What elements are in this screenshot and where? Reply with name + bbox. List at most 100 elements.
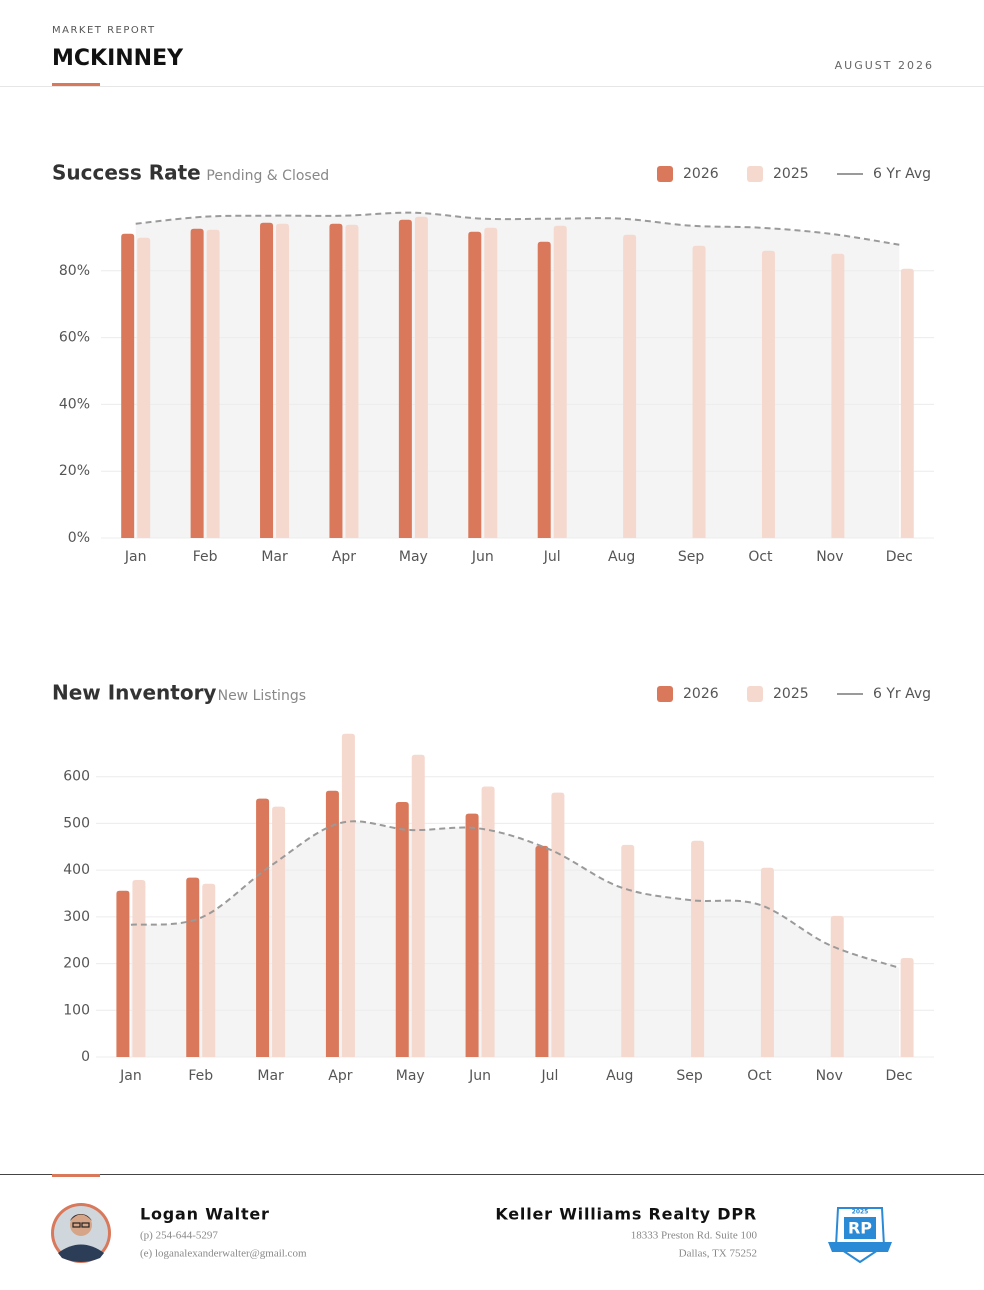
x-tick-label: Nov (816, 549, 843, 565)
bar (414, 216, 428, 538)
bar (190, 228, 204, 538)
x-tick-label: Dec (886, 549, 913, 565)
x-tick-label: Dec (886, 1068, 913, 1084)
legend-swatch (657, 166, 673, 182)
agent-email: (e) loganalexanderwalter@gmail.com (140, 1248, 307, 1260)
bar (553, 225, 567, 538)
bar (691, 840, 705, 1057)
bar (341, 733, 355, 1057)
city-title: MCKINNEY (52, 46, 184, 71)
badge-mark: RP (848, 1219, 872, 1238)
kicker: MARKET REPORT (52, 25, 156, 36)
legend-label: 2025 (773, 166, 809, 182)
bar (551, 792, 565, 1057)
x-tick-label: Jan (124, 549, 147, 565)
y-tick-label: 0% (68, 530, 90, 546)
bar (537, 241, 551, 538)
x-tick-label: Jun (468, 1068, 491, 1084)
brokerage: Keller Williams Realty DPR (495, 1205, 757, 1224)
y-tick-label: 300 (63, 909, 90, 925)
y-tick-label: 400 (63, 862, 90, 878)
bar (202, 883, 216, 1057)
address-line: 18333 Preston Rd. Suite 100 (631, 1230, 758, 1242)
x-tick-label: Feb (188, 1068, 213, 1084)
bar (260, 222, 274, 539)
x-tick-label: Apr (332, 549, 356, 565)
legend-label: 6 Yr Avg (873, 686, 931, 702)
avg-area (135, 212, 900, 538)
bar (535, 845, 549, 1057)
x-tick-label: Sep (678, 549, 705, 565)
bar (186, 877, 200, 1057)
bar (206, 229, 220, 538)
x-tick-label: Apr (328, 1068, 352, 1084)
header-rule (0, 86, 984, 87)
charts: Success Rate Pending & Closed 2026 2025 6 Yr… (52, 161, 934, 1084)
y-tick-label: 600 (63, 769, 90, 785)
x-tick-label: Jul (540, 1068, 558, 1084)
x-tick-label: Jul (543, 549, 561, 565)
x-tick-label: Aug (608, 549, 635, 565)
legend-swatch (747, 166, 763, 182)
x-tick-label: Aug (606, 1068, 633, 1084)
bar (137, 237, 151, 538)
x-tick-label: Oct (747, 1068, 772, 1084)
x-tick-label: Feb (193, 549, 218, 565)
bar (900, 268, 914, 538)
y-tick-label: 20% (59, 463, 90, 479)
chart: New Inventory New Listings 2026 2025 6 Yr Av… (52, 681, 934, 1084)
bar (116, 890, 130, 1057)
y-tick-label: 500 (63, 815, 90, 831)
bar (692, 245, 706, 538)
bar (395, 801, 409, 1057)
footer-rule (0, 1174, 984, 1175)
report-date: AUGUST 2026 (835, 59, 934, 72)
bar (761, 250, 775, 538)
bar (132, 879, 146, 1057)
x-tick-label: Mar (261, 549, 288, 565)
bar (468, 231, 482, 539)
chart-subtitle: Pending & Closed (206, 168, 329, 184)
y-tick-label: 0 (81, 1049, 90, 1065)
avg-line (130, 820, 900, 969)
bar (465, 813, 479, 1057)
bar (830, 915, 844, 1057)
bar (760, 867, 774, 1057)
badge-year: 2025 (852, 1209, 869, 1216)
legend-label: 2025 (773, 686, 809, 702)
avg-line (135, 211, 900, 246)
bar (329, 223, 343, 538)
bar (272, 806, 286, 1057)
bar (325, 790, 339, 1057)
bar (398, 219, 412, 538)
x-tick-label: Jun (471, 549, 494, 565)
header-accent (52, 83, 100, 86)
bar (484, 227, 498, 539)
legend-swatch (747, 686, 763, 702)
chart-subtitle: New Listings (218, 688, 306, 704)
bar (623, 234, 637, 538)
agent-photo (51, 1203, 111, 1263)
address-line: Dallas, TX 75252 (679, 1248, 757, 1260)
legend-label: 2026 (683, 686, 719, 702)
chart-title: Success Rate (52, 161, 201, 185)
legend-swatch (657, 686, 673, 702)
bar (900, 957, 914, 1057)
y-tick-label: 80% (59, 263, 90, 279)
x-tick-label: Oct (748, 549, 773, 565)
x-tick-label: May (396, 1068, 425, 1084)
bar (411, 754, 425, 1057)
y-tick-label: 40% (59, 396, 90, 412)
legend-label: 6 Yr Avg (873, 166, 931, 182)
bar (276, 223, 290, 538)
agent-phone: (p) 254-644-5297 (140, 1230, 218, 1242)
x-tick-label: May (399, 549, 428, 565)
y-tick-label: 100 (63, 1002, 90, 1018)
x-tick-label: Mar (257, 1068, 284, 1084)
avg-area (130, 821, 900, 1057)
bar (256, 798, 270, 1057)
footer-accent (52, 1174, 100, 1177)
legend-label: 2026 (683, 166, 719, 182)
